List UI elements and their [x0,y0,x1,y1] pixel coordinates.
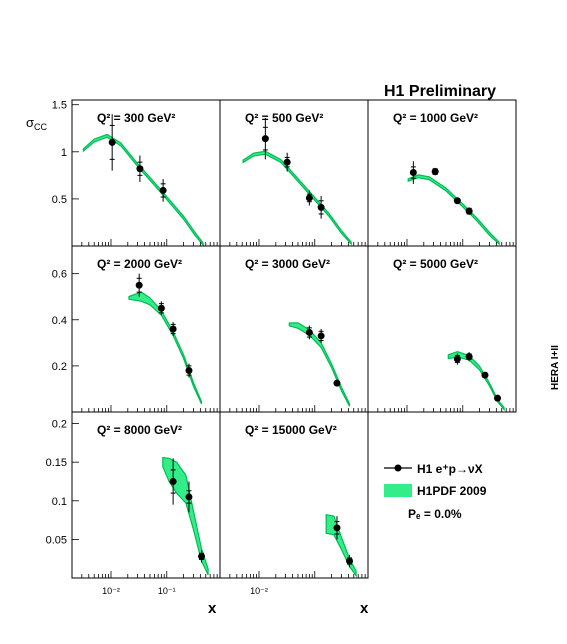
data-point [431,168,439,176]
data-point [346,557,354,565]
pdf-band [162,456,209,576]
data-point [108,138,116,146]
panel-q2-label: Q² = 300 GeV² [97,111,175,125]
data-point [481,371,489,379]
y-axis-label: σCC [26,115,48,132]
pdf-band [447,350,505,412]
y-tick-label: 0.5 [52,194,67,206]
y-tick-label: 0.1 [52,496,67,508]
data-point [157,304,165,312]
panel-q2-label: Q² = 8000 GeV² [97,423,182,437]
data-point [198,552,206,560]
data-point [465,207,473,215]
panel-q2-label: Q² = 3000 GeV² [245,257,330,271]
legend-data-label: H1 e⁺p→νX [417,462,483,476]
y-axis-sigma: σ [26,115,34,130]
x-axis-label-left: x [208,600,217,617]
panel-q2-label: Q² = 500 GeV² [245,111,323,125]
legend-polarisation: Pₑ = 0.0% [408,507,462,521]
data-point [453,355,461,363]
y-axis-sub: CC [34,122,47,132]
pdf-band [407,174,500,246]
panel-6: Q² = 5000 GeV² [367,245,517,413]
data-point [305,194,313,202]
y-tick-label: 0.15 [46,457,67,469]
side-label: HERA I+II [550,345,561,390]
panel-1: 0.5 1 1.5 Q² = 300 GeV² [52,99,221,247]
y-tick-label: 0.2 [52,361,67,373]
legend-band-swatch [384,484,412,497]
y-tick-label: 0.05 [46,534,67,546]
panel-4: 0.2 0.4 0.6 Q² = 2000 GeV² [52,245,221,413]
data-point [159,186,167,194]
data-point [317,203,325,211]
data-point [185,493,193,501]
x-tick-label: 10⁻² [102,586,120,596]
panel-7: 0.05 0.1 0.15 0.2 Q² = 8000 GeV² [46,411,221,579]
y-tick-label: 1 [61,147,67,159]
data-point [409,169,417,177]
data-point [333,524,341,532]
x-axis-label-right: x [360,600,369,617]
x-tick-label: 10⁻² [250,586,268,596]
y-tick-label: 0.6 [52,269,67,281]
data-point [494,394,502,402]
x-tick-label: 10⁻¹ [158,586,176,596]
data-point [317,332,325,340]
data-point [305,328,313,336]
panel-3: Q² = 1000 GeV² [367,99,517,247]
data-point [169,325,177,333]
y-tick-label: 1.5 [52,100,67,112]
panel-8: Q² = 15000 GeV² [219,411,369,579]
header-title: H1 Preliminary [384,83,496,100]
panel-q2-label: Q² = 5000 GeV² [393,257,478,271]
panel-q2-label: Q² = 15000 GeV² [245,423,337,437]
data-point [135,281,143,289]
pdf-band [288,322,351,407]
panel-frame [367,245,517,413]
pdf-band [128,291,203,405]
data-point [261,135,269,143]
data-point [136,165,144,173]
panel-q2-label: Q² = 2000 GeV² [97,257,182,271]
y-tick-label: 0.4 [52,315,67,327]
legend: H1 e⁺p→νX H1PDF 2009 Pₑ = 0.0% [384,462,487,521]
data-point [283,158,291,166]
data-point [465,353,473,361]
data-point [333,379,341,387]
data-point [169,477,177,485]
legend-data-marker [394,464,402,472]
panels-group: 0.5 1 1.5 Q² = 300 GeV² Q² = 500 GeV² Q² = 10… [46,99,517,596]
legend-band-label: H1PDF 2009 [417,484,487,498]
panel-frame [219,411,369,579]
panel-5: Q² = 3000 GeV² [219,245,369,413]
data-point [453,197,461,205]
y-tick-label: 0.2 [52,419,67,431]
data-point [185,367,193,374]
panel-q2-label: Q² = 1000 GeV² [393,111,478,125]
